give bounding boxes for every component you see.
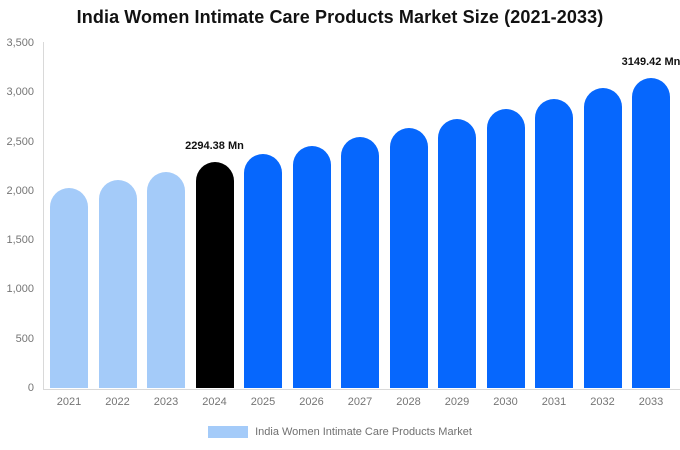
bar-cell-2033: 3149.42 Mn — [622, 43, 680, 388]
bar-2022 — [98, 179, 137, 388]
y-tick-label-3000: 3,000 — [6, 86, 34, 99]
x-tick-label-2028: 2028 — [396, 396, 421, 408]
bar-2021 — [50, 187, 88, 388]
bar-cell-2021 — [50, 43, 88, 388]
bar-cell-2026 — [292, 43, 331, 388]
bar-2024 — [195, 161, 234, 388]
x-tick-label-2027: 2027 — [347, 396, 373, 408]
bar-cell-2028 — [389, 43, 428, 388]
x-tick-label-2025: 2025 — [250, 396, 276, 408]
bar-cell-2032 — [583, 43, 622, 388]
legend-label: India Women Intimate Care Products Marke… — [255, 426, 472, 438]
bar-cell-2024: 2294.38 Mn — [185, 43, 244, 388]
bar-2026 — [292, 145, 331, 388]
y-axis-line — [43, 42, 44, 389]
x-tick-label-2024: 2024 — [202, 396, 227, 408]
x-tick-label-2029: 2029 — [444, 396, 470, 408]
x-axis: 2021 2022 2023 2024 2025 2026 2027 2028 2029 2030… — [50, 396, 670, 408]
y-tick-label-500: 500 — [15, 332, 34, 345]
bar-2028 — [389, 127, 428, 388]
bar-cell-2022 — [98, 43, 137, 388]
bars-plot-area: 2294.38 Mn 3149.42 Mn — [50, 43, 680, 388]
x-tick-label-2033: 2033 — [638, 396, 664, 408]
bar-2030 — [486, 108, 525, 388]
chart-title: India Women Intimate Care Products Marke… — [76, 7, 604, 27]
y-tick-label-1000: 1,000 — [6, 283, 34, 296]
y-axis: 0 500 1,000 1,500 2,000 2,500 3,000 3,500 — [0, 0, 34, 450]
bar-cell-2030 — [486, 43, 525, 388]
bar-2029 — [438, 118, 476, 388]
y-tick-label-2500: 2,500 — [6, 135, 34, 148]
y-tick-label-2000: 2,000 — [6, 184, 34, 197]
bar-2033 — [632, 77, 670, 388]
x-tick-label-2022: 2022 — [105, 396, 130, 408]
bar-2025 — [244, 153, 282, 388]
bar-cell-2023 — [147, 43, 185, 388]
x-tick-label-2032: 2032 — [590, 396, 615, 408]
x-tick-label-2030: 2030 — [493, 396, 518, 408]
bar-2027 — [341, 136, 379, 388]
bar-cell-2025 — [244, 43, 282, 388]
y-tick-label-3500: 3,500 — [6, 37, 34, 49]
x-tick-label-2026: 2026 — [299, 396, 324, 408]
bar-2023 — [147, 172, 185, 388]
y-tick-label-1500: 1,500 — [6, 234, 34, 247]
bar-cell-2029 — [438, 43, 476, 388]
x-axis-line — [43, 389, 680, 390]
bar-cell-2027 — [341, 43, 379, 388]
x-tick-label-2031: 2031 — [541, 396, 567, 408]
y-tick-label-0: 0 — [27, 382, 34, 394]
data-label-2024: 2294.38 Mn — [185, 139, 244, 152]
bar-2032 — [583, 88, 622, 388]
x-tick-label-2023: 2023 — [153, 396, 179, 408]
bar-cell-2031 — [535, 43, 573, 388]
legend: India Women Intimate Care Products Marke… — [0, 426, 680, 438]
legend-swatch — [208, 426, 249, 438]
data-label-2033: 3149.42 Mn — [621, 55, 680, 68]
x-tick-label-2021: 2021 — [56, 396, 82, 408]
bar-2031 — [535, 98, 573, 388]
